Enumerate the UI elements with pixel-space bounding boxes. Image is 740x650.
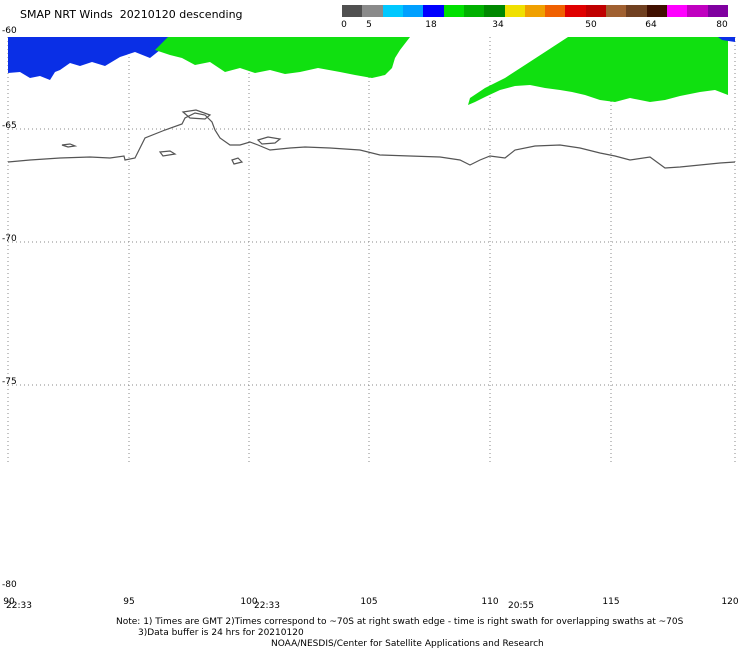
colorbar-segment	[382, 5, 404, 17]
colorbar-segment	[667, 5, 688, 17]
swath-time-label: 20:55	[508, 601, 534, 611]
colorbar-segment	[342, 5, 363, 17]
lat-label-80: -80	[2, 580, 17, 590]
lon-label-110: 110	[481, 597, 499, 607]
colorbar-label: 64	[645, 20, 657, 30]
swath-blue-edge-east	[718, 37, 735, 42]
colorbar-segment	[504, 5, 526, 17]
lon-label-120: 120	[721, 597, 739, 607]
colorbar-label: 5	[366, 20, 372, 30]
footnote-line-2: 3)Data buffer is 24 hrs for 20210120	[138, 628, 304, 638]
colorbar-segment	[524, 5, 546, 17]
colorbar-segment	[362, 5, 384, 17]
swath-green-wind-west	[155, 37, 410, 78]
lat-label-65: -65	[2, 121, 17, 131]
colorbar-segment	[565, 5, 587, 17]
swath-green-wind-east	[468, 37, 728, 105]
lon-label-115: 115	[602, 597, 620, 607]
colorbar-segment	[687, 5, 709, 17]
colorbar-segment	[423, 5, 445, 17]
colorbar-segment	[606, 5, 627, 17]
colorbar-segment	[707, 5, 729, 17]
lat-label-70: -70	[2, 234, 17, 244]
colorbar-segment	[585, 5, 607, 17]
colorbar-segment	[484, 5, 506, 17]
swath-time-label: 22:33	[254, 601, 280, 611]
swath-time-label: 22:33	[6, 601, 32, 611]
lon-label-95: 95	[123, 597, 135, 607]
lon-label-90: 90	[3, 597, 15, 607]
colorbar-segment	[443, 5, 465, 17]
colorbar-segment	[646, 5, 668, 17]
swath-blue-wind	[8, 37, 170, 80]
map-title: SMAP NRT Winds 20210120 descending	[20, 8, 243, 21]
graticule	[7, 37, 736, 465]
footnote-line-1: Note: 1) Times are GMT 2)Times correspon…	[116, 617, 684, 627]
colorbar-segment	[545, 5, 566, 17]
lon-label-105: 105	[360, 597, 378, 607]
lon-label-100: 100	[240, 597, 258, 607]
colorbar-segment	[463, 5, 485, 17]
colorbar-label: 34	[492, 20, 504, 30]
colorbar-segment	[402, 5, 424, 17]
lat-label-75: -75	[2, 377, 17, 387]
colorbar-label: 80	[716, 20, 728, 30]
credit-line: NOAA/NESDIS/Center for Satellite Applica…	[271, 639, 544, 649]
colorbar-label: 18	[425, 20, 437, 30]
colorbar-label: 0	[341, 20, 347, 30]
colorbar-label: 50	[585, 20, 597, 30]
antarctic-coastline	[7, 109, 736, 169]
colorbar-segment	[626, 5, 648, 17]
lat-label-60: -60	[2, 26, 17, 36]
